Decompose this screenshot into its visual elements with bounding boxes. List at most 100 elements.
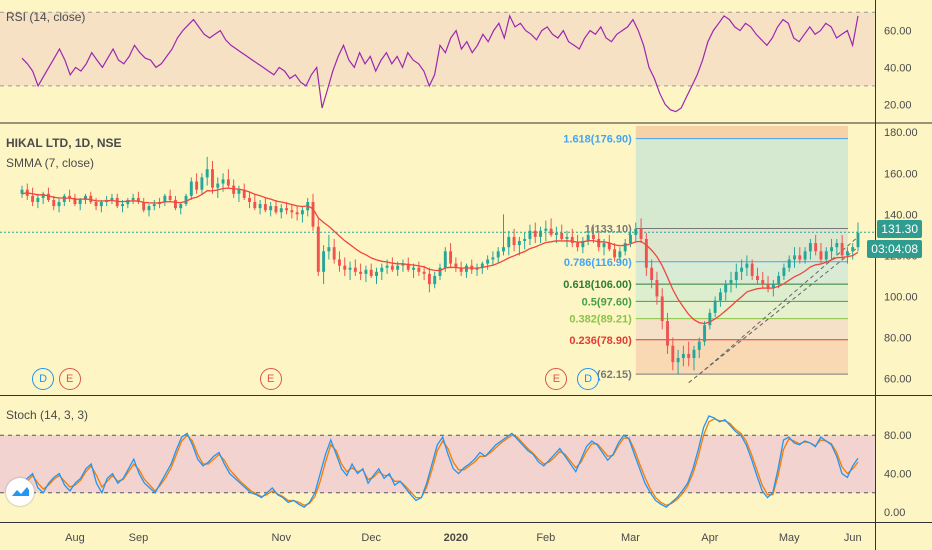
fib-label: 1(133.10): [585, 223, 632, 235]
candle-body: [110, 197, 114, 200]
price-title: HIKAL LTD, 1D, NSE: [6, 136, 122, 150]
candle-body: [99, 202, 103, 207]
dividend-event-marker[interactable]: D: [577, 368, 600, 390]
candle-body: [718, 292, 722, 301]
x-axis-label: Jun: [844, 532, 862, 544]
fib-zone: [635, 284, 848, 302]
x-axis-label: Nov: [271, 532, 291, 544]
candle-body: [380, 267, 384, 272]
candle-body: [459, 267, 463, 272]
candle-body: [618, 251, 622, 258]
candle-body: [131, 197, 135, 200]
candle-body: [163, 195, 167, 203]
candle-body: [343, 265, 347, 270]
candle-body: [433, 275, 437, 285]
candle-body: [724, 284, 728, 293]
fib-label: 1.618(176.90): [563, 134, 632, 146]
earnings-event-marker[interactable]: E: [58, 368, 81, 390]
candle-body: [142, 202, 146, 211]
fib-label: 0.382(89.21): [569, 314, 632, 326]
candle-body: [179, 204, 183, 209]
candle-body: [507, 236, 511, 248]
candle-body: [819, 251, 823, 260]
price-ytick: 100.00: [884, 291, 918, 303]
candle-body: [152, 204, 156, 207]
trend-line: [688, 246, 859, 384]
candle-body: [136, 197, 140, 203]
candle-body: [78, 199, 82, 205]
earnings-event-marker[interactable]: E: [259, 368, 282, 390]
rsi-line: [21, 14, 859, 113]
candle-body: [856, 232, 860, 248]
candle-body: [168, 195, 172, 200]
candle-body: [248, 197, 251, 203]
candle-body: [332, 247, 336, 260]
candle-body: [73, 197, 77, 205]
earnings-event-marker[interactable]: E: [545, 368, 568, 390]
candle-body: [274, 206, 278, 213]
candle-body: [851, 247, 855, 252]
fib-label: 0.5(97.60): [582, 296, 632, 308]
tradingview-logo-icon[interactable]: [6, 478, 34, 506]
candle-body: [36, 197, 40, 203]
candle-body: [644, 238, 648, 268]
candle-body: [787, 259, 791, 268]
candle-body: [766, 284, 770, 289]
candle-body: [232, 185, 236, 194]
candle-body: [279, 208, 283, 213]
candle-body: [126, 199, 130, 205]
candle-body: [607, 243, 611, 250]
stoch-ytick: 0.00: [884, 507, 905, 519]
countdown-tag: 03:04:08: [867, 240, 922, 258]
candle-body: [602, 243, 606, 248]
candle-body: [597, 238, 601, 248]
candle-body: [401, 263, 405, 266]
candle-body: [417, 267, 421, 272]
candle-body: [840, 243, 844, 256]
candle-body: [639, 228, 643, 239]
candle-body: [406, 263, 410, 270]
candle-body: [205, 169, 209, 178]
candle-body: [533, 230, 537, 237]
last-price-tag: 131.30: [877, 220, 922, 238]
candle-body: [121, 204, 124, 207]
candle-body: [554, 232, 558, 235]
candle-body: [581, 241, 585, 248]
candle-body: [798, 255, 802, 260]
candle-body: [777, 275, 781, 285]
candle-body: [708, 312, 712, 326]
fib-zone-top: [635, 126, 848, 139]
dividend-event-marker[interactable]: D: [32, 368, 55, 390]
candle-body: [454, 263, 458, 268]
rsi-ytick: 60.00: [884, 26, 912, 38]
candle-body: [761, 280, 765, 285]
candle-body: [295, 212, 299, 215]
candle-body: [396, 265, 400, 270]
candle-body: [465, 265, 468, 272]
candle-body: [147, 206, 151, 211]
fib-zone: [635, 318, 848, 340]
candle-body: [269, 206, 273, 211]
candle-body: [486, 259, 490, 264]
x-axis-label: Dec: [361, 532, 381, 544]
rsi-ytick: 40.00: [884, 62, 912, 74]
candle-body: [729, 280, 733, 285]
candle-body: [285, 208, 289, 211]
candle-body: [449, 251, 453, 264]
candle-body: [184, 195, 188, 205]
candle-body: [814, 243, 818, 252]
fib-zone: [635, 138, 848, 229]
candle-body: [385, 265, 389, 268]
candle-body: [655, 280, 659, 297]
candle-body: [830, 247, 833, 252]
smma-line: [21, 187, 859, 325]
candle-body: [623, 243, 627, 252]
x-axis-label: Apr: [701, 532, 718, 544]
candle-body: [771, 284, 775, 289]
fib-label: 0.786(116.90): [564, 257, 632, 269]
candle-body: [348, 267, 352, 270]
candle-body: [364, 269, 368, 274]
candle-body: [412, 267, 415, 270]
candle-body: [544, 228, 548, 231]
